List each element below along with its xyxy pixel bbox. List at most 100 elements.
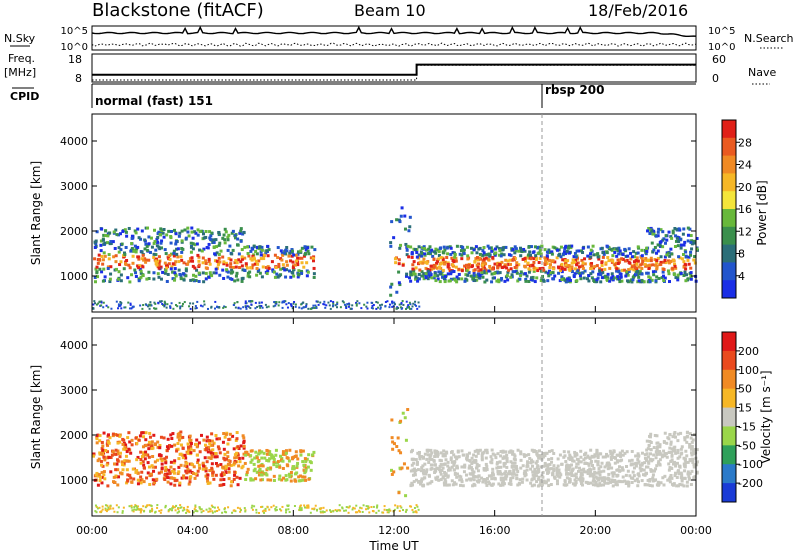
scatter-cell [516, 470, 520, 474]
scatter-cell [306, 270, 310, 274]
scatter-cell [682, 243, 686, 247]
scatter-cell [187, 260, 191, 264]
scatter-cell [645, 264, 649, 268]
scatter-cell [423, 247, 427, 251]
scatter-cell [676, 273, 680, 277]
scatter-cell [668, 466, 672, 470]
scatter-cell [132, 477, 136, 481]
scatter-cell [102, 306, 105, 309]
scatter-cell [484, 448, 488, 452]
scatter-cell [648, 477, 652, 481]
scatter-cell [181, 435, 185, 439]
scatter-cell [524, 471, 528, 475]
scatter-cell [223, 435, 227, 439]
scatter-cell [397, 491, 401, 495]
scatter-cell [495, 462, 499, 466]
colorbar-tick-label: 50 [738, 383, 752, 396]
scatter-cell [125, 450, 129, 454]
scatter-cell [611, 259, 615, 263]
scatter-cell [428, 481, 432, 485]
scatter-cell [138, 508, 141, 511]
scatter-cell [692, 241, 696, 245]
scatter-cell [235, 455, 239, 459]
scatter-cell [474, 257, 478, 261]
scatter-cell [446, 460, 450, 464]
scatter-cell [455, 466, 459, 470]
scatter-cell [656, 462, 660, 466]
scatter-cell [684, 460, 688, 464]
scatter-cell [136, 506, 139, 509]
scatter-cell [626, 279, 630, 283]
scatter-cell [412, 260, 416, 264]
scatter-cell [516, 448, 520, 452]
scatter-cell [304, 506, 307, 509]
scatter-cell [430, 451, 434, 455]
scatter-cell [498, 263, 502, 267]
scatter-cell [217, 252, 221, 256]
scatter-cell [244, 478, 248, 482]
scatter-cell [121, 442, 125, 446]
scatter-cell [510, 275, 514, 279]
scatter-cell [302, 468, 306, 472]
scatter-cell [436, 277, 440, 281]
scatter-cell [169, 465, 173, 469]
scatter-cell [638, 463, 642, 467]
scatter-cell [246, 252, 250, 256]
scatter-cell [289, 479, 293, 483]
scatter-cell [683, 464, 687, 468]
scatter-cell [284, 449, 288, 453]
scatter-cell [206, 481, 210, 485]
scatter-cell [514, 464, 518, 468]
scatter-cell [527, 270, 531, 274]
scatter-cell [666, 269, 670, 273]
scatter-cell [646, 483, 650, 487]
scatter-cell [170, 509, 173, 512]
scatter-cell [451, 483, 455, 487]
scatter-cell [607, 466, 611, 470]
scatter-cell [175, 247, 179, 251]
scatter-cell [604, 274, 608, 278]
scatter-cell [647, 275, 651, 279]
scatter-cell [566, 259, 570, 263]
scatter-cell [571, 459, 575, 463]
scatter-cell [560, 462, 564, 466]
scatter-cell [693, 261, 697, 265]
scatter-cell [449, 246, 453, 250]
scatter-cell [501, 248, 505, 252]
scatter-cell [151, 509, 154, 512]
scatter-cell [542, 479, 546, 483]
scatter-cell [187, 451, 191, 455]
scatter-cell [676, 469, 680, 473]
scatter-cell [159, 457, 163, 461]
scatter-cell [215, 437, 219, 441]
scatter-cell [312, 450, 316, 454]
scatter-cell [655, 267, 659, 271]
scatter-cell [476, 451, 480, 455]
scatter-cell [390, 472, 394, 476]
scatter-cell [118, 232, 122, 236]
scatter-cell [216, 263, 220, 267]
scatter-cell [467, 458, 471, 462]
scatter-cell [390, 436, 394, 440]
scatter-cell [588, 470, 592, 474]
scatter-cell [686, 460, 690, 464]
scatter-cell [276, 246, 280, 250]
scatter-cell [160, 229, 164, 233]
scatter-cell [672, 272, 676, 276]
scatter-cell [563, 267, 567, 271]
scatter-cell [222, 233, 226, 237]
scatter-cell [239, 229, 243, 233]
scatter-cell [274, 453, 278, 457]
scatter-cell [236, 243, 240, 247]
colorbar-frame [721, 331, 737, 503]
time-x-ticks: 00:00 04:00 08:00 12:00 16:00 20:00 00:00 [76, 306, 712, 537]
scatter-cell [118, 434, 122, 438]
scatter-cell [519, 274, 523, 278]
scatter-cell [578, 274, 582, 278]
scatter-cell [599, 470, 603, 474]
scatter-cell [637, 265, 641, 269]
scatter-cell [210, 455, 214, 459]
scatter-cell [231, 248, 235, 252]
scatter-cell [425, 248, 429, 252]
scatter-cell [583, 461, 587, 465]
